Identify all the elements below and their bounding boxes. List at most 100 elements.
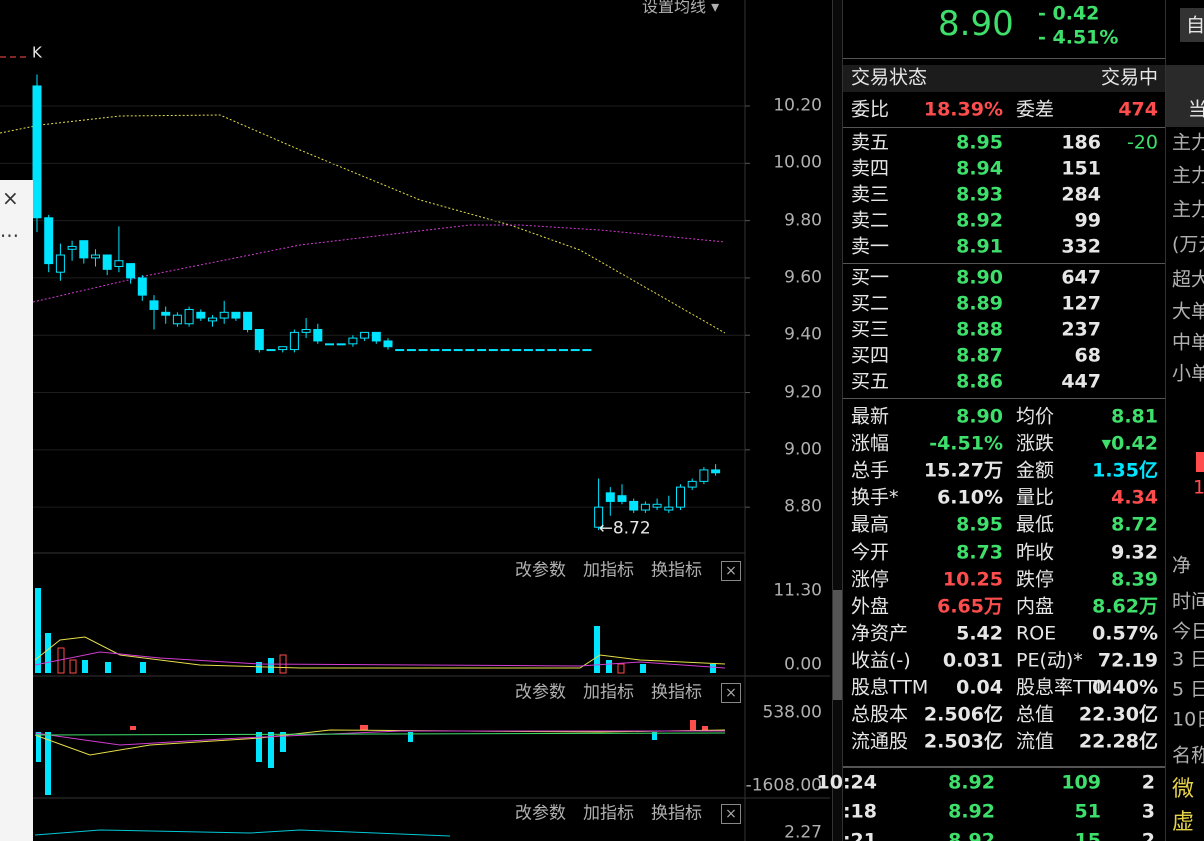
candle-body (617, 495, 627, 502)
stat-label: PE(动)* (1016, 649, 1083, 672)
collapse-handle[interactable] (833, 590, 842, 700)
book-price: 8.94 (956, 157, 1003, 180)
side-top[interactable] (1180, 8, 1204, 42)
candle-body (348, 337, 358, 345)
panel-button[interactable]: 加指标 (583, 560, 634, 581)
book-label: 卖二 (851, 209, 890, 232)
book-price: 8.92 (956, 209, 1003, 232)
side-item: 3 日 (1172, 648, 1204, 671)
stat-value: 0.40% (1092, 676, 1158, 699)
ma-line (32, 224, 726, 303)
candle-body (44, 217, 54, 265)
panel-button[interactable]: 换指标 (651, 803, 702, 824)
book-label: 卖四 (851, 157, 890, 180)
close-panel[interactable]: × (721, 683, 741, 703)
candle-body (570, 349, 580, 352)
axis-label: 11.30 (773, 580, 822, 601)
panel-button[interactable]: 换指标 (651, 682, 702, 703)
stat-value: ▾0.42 (1101, 432, 1158, 455)
candle-body (523, 349, 533, 352)
book-volume: 186 (1061, 131, 1101, 154)
candle-body (313, 329, 323, 342)
book-label: 买一 (851, 266, 890, 289)
candle-body (371, 331, 381, 342)
trade-volume: 15 (1074, 829, 1101, 841)
status-value: 交易中 (1100, 66, 1158, 89)
stat-label: 最新 (851, 405, 890, 428)
panel-button[interactable]: 加指标 (583, 682, 634, 703)
stat-value: 6.10% (937, 486, 1003, 509)
axis-label: 2.27 (784, 822, 822, 841)
candle-body (477, 349, 487, 352)
stat-label: 净资产 (851, 622, 909, 645)
stat-label: 跌停 (1016, 568, 1055, 591)
close-panel[interactable]: × (721, 561, 741, 581)
book-price: 8.89 (956, 292, 1003, 315)
book-price: 8.90 (956, 266, 1003, 289)
side-tab-label[interactable]: 当 (1188, 98, 1204, 121)
flow-bar (1196, 452, 1204, 472)
side-item: 时间 (1172, 590, 1204, 613)
stat-value: 4.34 (1111, 486, 1158, 509)
candle-body (418, 349, 428, 352)
divider (843, 766, 1165, 768)
trade-count: 2 (1141, 829, 1155, 841)
splitter[interactable] (832, 0, 843, 841)
panel-button[interactable]: 改参数 (515, 560, 566, 581)
stat-value: 8.90 (956, 405, 1003, 428)
stat-value: 2.503亿 (923, 730, 1003, 753)
trade-price: 8.92 (948, 829, 995, 841)
ma-setting[interactable]: 设置均线 ▾ (642, 0, 720, 16)
candle-body (301, 329, 311, 333)
book-label: 买二 (851, 292, 890, 315)
book-label: 买四 (851, 344, 890, 367)
trade-price: 8.92 (948, 771, 995, 794)
stat-value: 22.28亿 (1078, 730, 1158, 753)
panel-button[interactable]: 改参数 (515, 803, 566, 824)
candle-body (325, 343, 334, 346)
candle-body (442, 349, 451, 352)
candle-body (184, 308, 194, 325)
side-item: 10日 (1172, 708, 1204, 731)
close-panel[interactable]: × (721, 804, 741, 824)
stat-label: 收益(-) (851, 649, 911, 672)
book-volume: 99 (1074, 209, 1101, 232)
stat-value: 1.35亿 (1092, 459, 1158, 482)
side-tab[interactable] (1166, 65, 1204, 127)
trade-time: :18 (842, 800, 877, 823)
stat-value: 10.25 (942, 568, 1003, 591)
book-label: 卖三 (851, 183, 890, 206)
stat-label: 涨停 (851, 568, 890, 591)
panel-button[interactable]: 改参数 (515, 682, 566, 703)
candle-body (488, 349, 498, 352)
book-price: 8.95 (956, 131, 1003, 154)
candle-body (102, 254, 112, 270)
y-tick-label: 9.20 (784, 382, 822, 403)
trade-time: 10:24 (816, 771, 877, 794)
stat-label: 今开 (851, 541, 890, 563)
panel-button[interactable]: 加指标 (583, 803, 634, 824)
stat-label: 股息TTM (851, 676, 929, 699)
y-tick-label: 9.80 (784, 210, 822, 231)
candle-body (465, 349, 475, 352)
stat-value: 2.506亿 (923, 703, 1003, 726)
close-icon[interactable]: × (2, 186, 19, 210)
side-item: 净 (1172, 554, 1192, 577)
candle-body (161, 311, 171, 316)
candle-body (360, 331, 370, 339)
stat-label: 量比 (1016, 486, 1055, 509)
book-price: 8.93 (956, 183, 1003, 206)
stat-value: 0.04 (956, 676, 1003, 699)
panel-button[interactable]: 换指标 (651, 560, 702, 581)
book-price: 8.87 (956, 344, 1003, 367)
more-icon[interactable]: ⋯ (0, 224, 19, 247)
candle-body (687, 480, 697, 488)
divider (843, 58, 1165, 59)
book-price: 8.88 (956, 318, 1003, 341)
side-top-label[interactable]: 自 (1186, 14, 1204, 37)
stat-value: 0.57% (1092, 622, 1158, 645)
stat-value: 8.81 (1111, 405, 1158, 428)
chart (0, 0, 830, 841)
candle-body (336, 343, 346, 346)
ma-line (0, 114, 726, 334)
